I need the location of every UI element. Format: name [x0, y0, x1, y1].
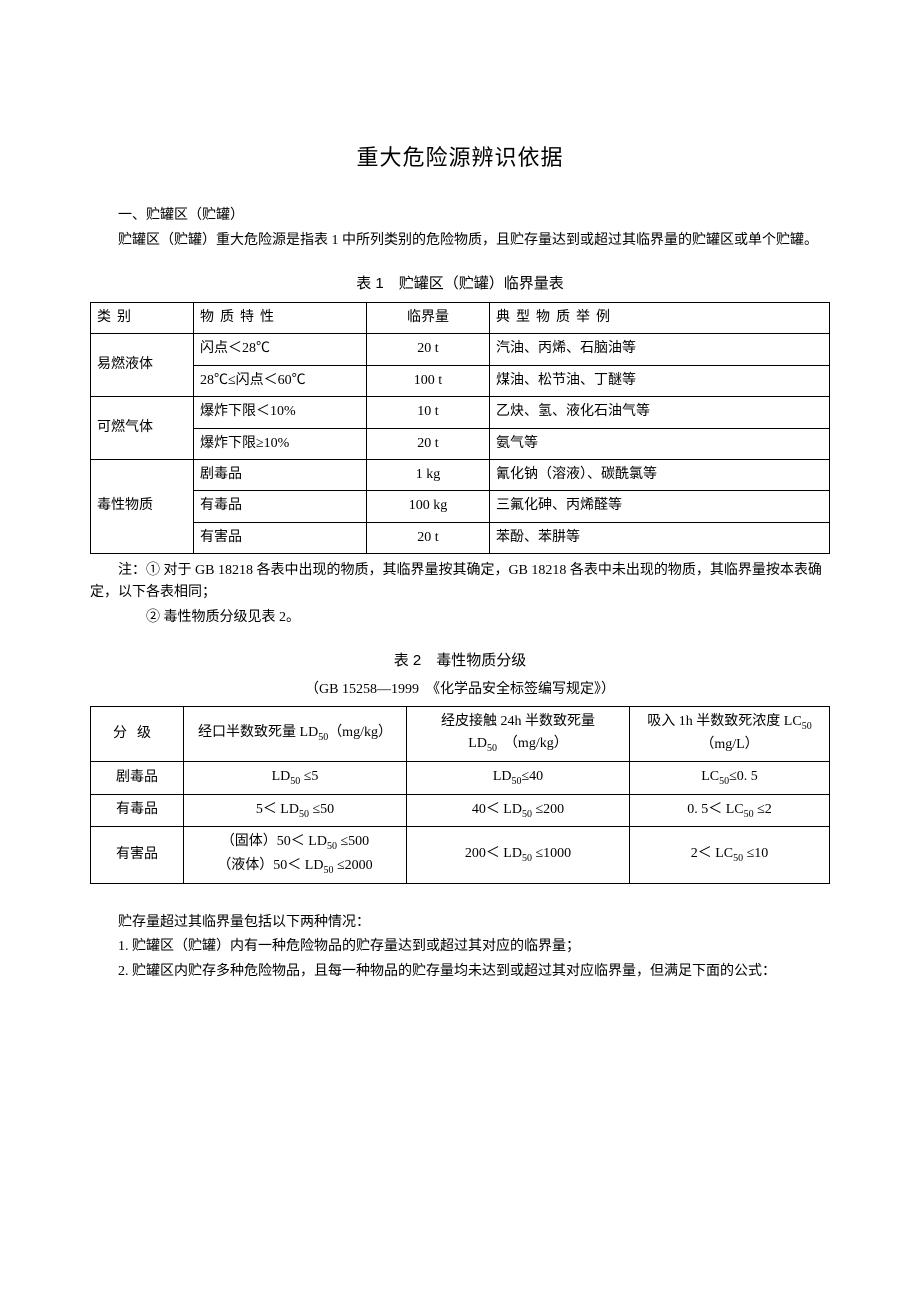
th-category: 类别 [91, 302, 194, 333]
th-limit: 临界量 [367, 302, 490, 333]
cell-oral: （固体）50＜ LD50 ≤500 （液体）50＜ LD50 ≤2000 [184, 827, 407, 884]
cell-skin: 200＜ LD50 ≤1000 [407, 827, 630, 884]
table-row: 有害品 （固体）50＜ LD50 ≤500 （液体）50＜ LD50 ≤2000… [91, 827, 830, 884]
cell-prop: 剧毒品 [194, 459, 367, 490]
cell-example: 煤油、松节油、丁醚等 [490, 365, 830, 396]
cell-oral-l1: （固体）50＜ LD50 ≤500 [221, 834, 369, 849]
cell-prop: 28℃≤闪点＜60℃ [194, 365, 367, 396]
cell-prop: 闪点＜28℃ [194, 334, 367, 365]
cell-example: 三氟化砷、丙烯醛等 [490, 491, 830, 522]
th-inhale: 吸入 1h 半数致死浓度 LC50 （mg/L） [630, 706, 830, 761]
th-skin-line1: 经皮接触 24h 半数致死量 [441, 714, 595, 729]
th-skin: 经皮接触 24h 半数致死量 LD50 （mg/kg） [407, 706, 630, 761]
cell-oral-l2: （液体）50＜ LD50 ≤2000 [217, 858, 372, 873]
th-oral: 经口半数致死量 LD50（mg/kg） [184, 706, 407, 761]
cell-limit: 20 t [367, 522, 490, 553]
cell-example: 苯酚、苯肼等 [490, 522, 830, 553]
cell-prop: 爆炸下限＜10% [194, 397, 367, 428]
cell-skin: 40＜ LD50 ≤200 [407, 794, 630, 827]
th-inhale-line2: （mg/L） [700, 737, 758, 752]
th-inhale-line1: 吸入 1h 半数致死浓度 LC50 [647, 714, 811, 729]
table-row: 28℃≤闪点＜60℃ 100 t 煤油、松节油、丁醚等 [91, 365, 830, 396]
th-example: 典型物质举例 [490, 302, 830, 333]
cell-grade: 剧毒品 [91, 761, 184, 794]
cell-limit: 100 kg [367, 491, 490, 522]
cell-example: 乙炔、氢、液化石油气等 [490, 397, 830, 428]
th-property: 物质特性 [194, 302, 367, 333]
cell-example: 氨气等 [490, 428, 830, 459]
cell-oral: LD50 ≤5 [184, 761, 407, 794]
cell-inhale: LC50≤0. 5 [630, 761, 830, 794]
cell-limit: 20 t [367, 428, 490, 459]
cell-example: 氰化钠（溶液）、碳酰氯等 [490, 459, 830, 490]
table1-caption: 表 1 贮罐区（贮罐）临界量表 [90, 272, 830, 296]
tail-p2: 1. 贮罐区（贮罐）内有一种危险物品的贮存量达到或超过其对应的临界量； [90, 936, 830, 958]
cell-limit: 100 t [367, 365, 490, 396]
cell-oral: 5＜ LD50 ≤50 [184, 794, 407, 827]
table-row: 有害品 20 t 苯酚、苯肼等 [91, 522, 830, 553]
cell-grade: 有毒品 [91, 794, 184, 827]
tail-p3: 2. 贮罐区内贮存多种危险物品，且每一种物品的贮存量均未达到或超过其对应临界量，… [90, 961, 830, 983]
cell-prop: 有害品 [194, 522, 367, 553]
table-row: 可燃气体 爆炸下限＜10% 10 t 乙炔、氢、液化石油气等 [91, 397, 830, 428]
cell-inhale: 2＜ LC50 ≤10 [630, 827, 830, 884]
table-row: 易燃液体 闪点＜28℃ 20 t 汽油、丙烯、石脑油等 [91, 334, 830, 365]
table2-header-row: 分级 经口半数致死量 LD50（mg/kg） 经皮接触 24h 半数致死量 LD… [91, 706, 830, 761]
cell-prop: 爆炸下限≥10% [194, 428, 367, 459]
th-grade: 分级 [91, 706, 184, 761]
table-row: 剧毒品 LD50 ≤5 LD50≤40 LC50≤0. 5 [91, 761, 830, 794]
table2-subcaption: （GB 15258—1999 《化学品安全标签编写规定》） [90, 679, 830, 701]
table1: 类别 物质特性 临界量 典型物质举例 易燃液体 闪点＜28℃ 20 t 汽油、丙… [90, 302, 830, 554]
cell-prop: 有毒品 [194, 491, 367, 522]
tail-p1: 贮存量超过其临界量包括以下两种情况： [90, 912, 830, 934]
table-row: 有毒品 100 kg 三氟化砷、丙烯醛等 [91, 491, 830, 522]
cell-example: 汽油、丙烯、石脑油等 [490, 334, 830, 365]
cell-skin: LD50≤40 [407, 761, 630, 794]
table-row: 有毒品 5＜ LD50 ≤50 40＜ LD50 ≤200 0. 5＜ LC50… [91, 794, 830, 827]
table1-header-row: 类别 物质特性 临界量 典型物质举例 [91, 302, 830, 333]
table2-caption: 表 2 毒性物质分级 [90, 649, 830, 673]
table1-note2: ② 毒性物质分级见表 2。 [90, 607, 830, 629]
table-row: 爆炸下限≥10% 20 t 氨气等 [91, 428, 830, 459]
page-title: 重大危险源辨识依据 [90, 140, 830, 175]
cell-category: 易燃液体 [91, 334, 194, 397]
section-heading: 一、贮罐区（贮罐） [90, 205, 830, 227]
cell-inhale: 0. 5＜ LC50 ≤2 [630, 794, 830, 827]
section-paragraph: 贮罐区（贮罐）重大危险源是指表 1 中所列类别的危险物质，且贮存量达到或超过其临… [90, 230, 830, 252]
table2: 分级 经口半数致死量 LD50（mg/kg） 经皮接触 24h 半数致死量 LD… [90, 706, 830, 884]
cell-category: 毒性物质 [91, 459, 194, 553]
th-skin-line2: LD50 （mg/kg） [468, 736, 567, 751]
cell-limit: 10 t [367, 397, 490, 428]
cell-limit: 1 kg [367, 459, 490, 490]
table-row: 毒性物质 剧毒品 1 kg 氰化钠（溶液）、碳酰氯等 [91, 459, 830, 490]
cell-grade: 有害品 [91, 827, 184, 884]
table1-note1: 注：① 对于 GB 18218 各表中出现的物质，其临界量按其确定，GB 182… [90, 560, 830, 605]
cell-limit: 20 t [367, 334, 490, 365]
cell-category: 可燃气体 [91, 397, 194, 460]
